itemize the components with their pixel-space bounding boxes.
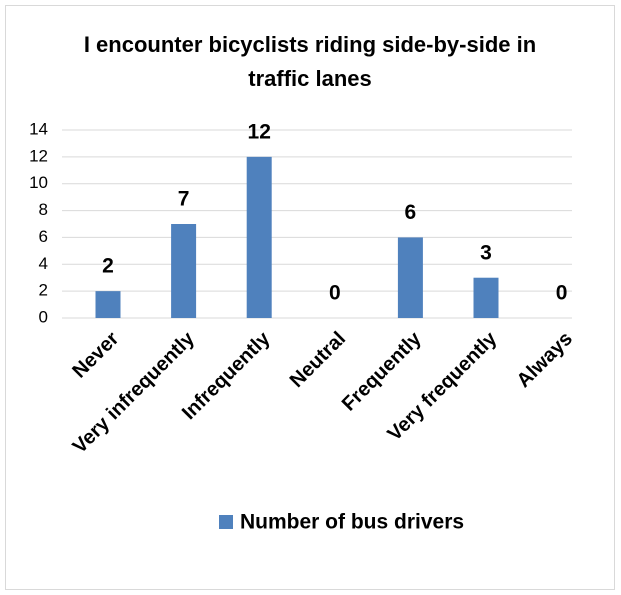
bar [95,291,121,318]
bar [246,156,272,318]
legend-label: Number of bus drivers [240,511,464,534]
y-tick-label: 0 [39,307,48,326]
y-tick-label: 8 [39,200,48,219]
y-tick-label: 2 [39,281,48,300]
data-label: 0 [556,282,568,305]
data-label: 12 [248,120,271,143]
x-tick-label: Always [513,328,577,392]
chart-border [5,5,615,590]
data-label: 3 [480,241,492,264]
bar [171,224,197,318]
y-tick-label: 12 [29,146,48,165]
bar [473,277,499,318]
y-tick-label: 10 [29,173,48,192]
bar [397,237,423,318]
y-tick-label: 14 [29,119,48,138]
data-label: 7 [178,188,190,211]
data-label: 0 [329,282,341,305]
legend-swatch [219,515,233,529]
y-tick-label: 4 [39,254,48,273]
data-label: 2 [102,255,114,278]
data-label: 6 [405,201,417,224]
chart-title: I encounter bicyclists riding side-by-si… [83,32,537,91]
x-tick-label: Neutral [286,328,350,392]
y-tick-label: 6 [39,227,48,246]
x-tick-label: Never [68,328,123,383]
